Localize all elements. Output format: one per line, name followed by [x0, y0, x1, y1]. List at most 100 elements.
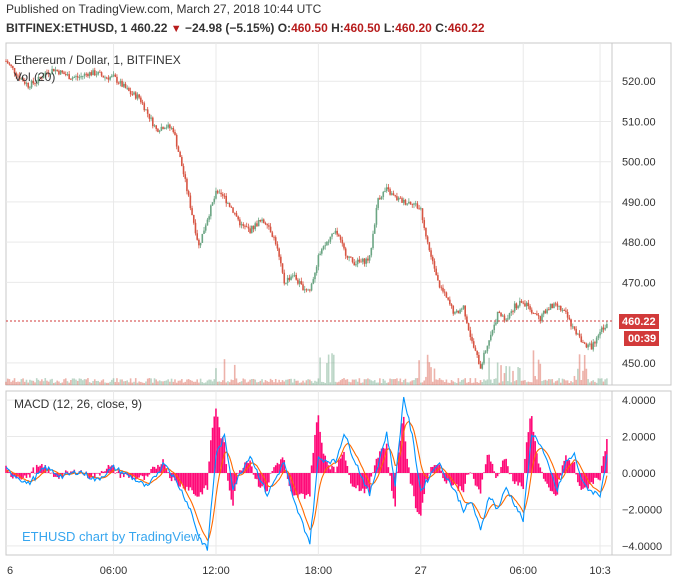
macd-histogram-bar [131, 473, 134, 480]
candle-body [573, 326, 576, 329]
candle-body [196, 233, 198, 240]
macd-histogram-bar [510, 473, 513, 474]
candle-body [537, 315, 540, 317]
candle-body [527, 302, 530, 307]
candle-body [544, 310, 547, 314]
volume-bar [464, 378, 466, 385]
volume-bar [58, 381, 60, 385]
candle-body [245, 226, 248, 228]
macd-histogram-bar [595, 473, 598, 478]
volume-bar [271, 380, 274, 385]
candle-body [97, 71, 99, 75]
macd-histogram-bar [305, 473, 308, 496]
candle-body [27, 82, 29, 88]
volume-bar [66, 381, 69, 385]
candle-body [389, 189, 391, 195]
volume-bar [293, 378, 296, 385]
candle-body [170, 127, 173, 129]
candle-body [496, 311, 499, 323]
volume-bar [75, 379, 77, 385]
volume-bar [462, 379, 465, 385]
volume-bar [129, 378, 132, 385]
candle-body [568, 317, 571, 320]
candle-body [471, 336, 473, 342]
price-tick-label: 470.00 [622, 277, 656, 289]
candle-body [32, 80, 35, 84]
macd-tick-label: 2.0000 [622, 432, 656, 444]
candle-body [348, 256, 350, 258]
volume-bar [131, 382, 134, 385]
volume-bar [353, 379, 356, 385]
candle-body [93, 70, 96, 76]
volume-bar [138, 381, 140, 385]
candle-body [64, 74, 67, 76]
volume-bar [51, 378, 53, 385]
macd-histogram-bar [327, 465, 330, 473]
volume-bar [175, 382, 178, 385]
macd-histogram-bar [356, 473, 359, 486]
volume-bar [597, 378, 600, 385]
macd-histogram-bar [134, 473, 137, 480]
macd-histogram-bar [221, 436, 224, 473]
volume-bar [532, 350, 535, 385]
volume-bar [343, 378, 345, 385]
candle-body [266, 224, 268, 226]
macd-histogram-bar [483, 472, 485, 473]
candle-body [431, 256, 434, 262]
volume-bar [307, 379, 309, 385]
macd-histogram-bar [240, 470, 243, 473]
volume-bar [30, 380, 33, 385]
volume-bar [61, 382, 64, 385]
candle-body [152, 117, 154, 127]
candle-body [501, 315, 504, 317]
macd-histogram-bar [23, 473, 26, 476]
candle-body [286, 277, 289, 284]
macd-histogram-bar [148, 473, 151, 475]
candle-body [162, 126, 164, 129]
macd-histogram-bar [42, 467, 45, 473]
candle-body [269, 226, 272, 233]
macd-histogram-bar [498, 472, 501, 474]
macd-histogram-bar [527, 432, 530, 473]
volume-bar [459, 381, 461, 385]
macd-histogram-bar [513, 473, 516, 484]
volume-bar [440, 379, 443, 385]
countdown-tag [624, 331, 659, 346]
candle-body [302, 284, 304, 291]
volume-bar [109, 381, 111, 385]
candle-body [184, 174, 187, 179]
macd-histogram-bar [524, 458, 526, 473]
volume-bar [157, 381, 159, 385]
candle-body [592, 342, 595, 350]
candle-body [589, 343, 591, 345]
volume-bar [93, 379, 96, 385]
candle-body [524, 303, 526, 307]
macd-histogram-bar [239, 470, 241, 473]
candle-body [218, 192, 221, 194]
macd-histogram-bar [245, 461, 248, 473]
volume-bar [445, 379, 448, 385]
candle-body [239, 219, 241, 226]
candle-body [264, 223, 267, 225]
volume-bar [184, 381, 187, 385]
macd-histogram-bar [97, 473, 99, 474]
macd-histogram-bar [107, 464, 110, 473]
volume-bar [334, 381, 337, 385]
macd-histogram-bar [312, 452, 315, 473]
macd-histogram-bar [167, 472, 169, 473]
volume-bar [262, 382, 265, 385]
macd-histogram-bar [440, 470, 443, 473]
volume-bar [472, 382, 475, 385]
time-tick-label: 18:00 [305, 565, 333, 577]
candle-body [459, 309, 461, 314]
candle-body [457, 310, 460, 314]
macd-histogram-bar [500, 466, 502, 473]
candle-body [486, 345, 489, 352]
volume-bar [568, 382, 571, 385]
macd-histogram-bar [503, 459, 506, 473]
volume-bar [558, 378, 560, 385]
volume-bar [76, 380, 79, 385]
candle-body [310, 283, 313, 291]
macd-histogram-bar [551, 473, 554, 492]
